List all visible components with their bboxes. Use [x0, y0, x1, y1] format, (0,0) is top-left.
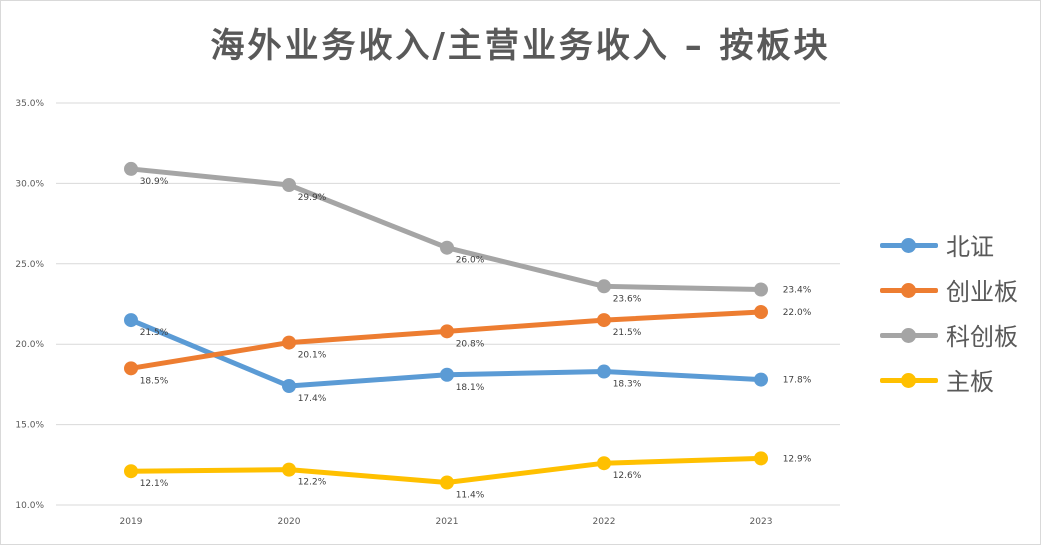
- y-tick-label: 30.0%: [15, 179, 44, 189]
- legend-label: 科创板: [946, 323, 1018, 351]
- x-tick-label: 2022: [593, 517, 616, 527]
- data-point: [754, 372, 768, 387]
- legend-label: 创业板: [946, 278, 1018, 306]
- data-point: [754, 451, 768, 466]
- data-point: [282, 178, 296, 193]
- data-point: [440, 475, 454, 490]
- data-label: 20.1%: [298, 351, 327, 361]
- data-point: [124, 361, 138, 376]
- legend-item: 北证: [880, 222, 1018, 267]
- data-point: [440, 240, 454, 255]
- x-tick-label: 2021: [436, 517, 459, 527]
- legend-dot: [901, 282, 916, 298]
- data-label: 21.5%: [140, 328, 169, 338]
- data-label: 12.9%: [783, 454, 812, 464]
- legend-dot: [901, 237, 916, 253]
- data-point: [754, 282, 768, 297]
- legend-marker: [880, 282, 938, 298]
- data-label: 22.0%: [783, 308, 812, 318]
- series-line: [128, 166, 764, 293]
- legend-label: 北证: [946, 233, 994, 261]
- data-label: 18.3%: [613, 380, 642, 390]
- data-label: 17.8%: [783, 376, 812, 386]
- data-label: 29.9%: [298, 193, 327, 203]
- data-label: 12.1%: [140, 479, 169, 489]
- legend-label: 主板: [946, 368, 994, 396]
- data-point: [282, 335, 296, 350]
- chart-legend: 北证创业板科创板主板: [880, 222, 1018, 402]
- data-point: [597, 313, 611, 328]
- data-label: 20.8%: [456, 339, 485, 349]
- data-label: 26.0%: [456, 256, 485, 266]
- chart-title: 海外业务收入/主营业务收入 – 按板块: [210, 26, 831, 66]
- x-tick-label: 2020: [278, 517, 301, 527]
- legend-dot: [901, 327, 916, 343]
- legend-dot: [901, 372, 916, 388]
- legend-marker: [880, 372, 938, 388]
- data-point: [124, 313, 138, 328]
- data-label: 11.4%: [456, 490, 485, 500]
- data-point: [597, 456, 611, 471]
- y-tick-label: 20.0%: [15, 340, 44, 350]
- y-tick-label: 35.0%: [15, 99, 44, 109]
- legend-item: 创业板: [880, 267, 1018, 312]
- data-point: [440, 324, 454, 339]
- data-label: 23.6%: [613, 294, 642, 304]
- data-point: [597, 279, 611, 294]
- data-label: 12.2%: [298, 478, 327, 488]
- data-label: 18.1%: [456, 383, 485, 393]
- legend-marker: [880, 327, 938, 343]
- data-label: 17.4%: [298, 394, 327, 404]
- data-point: [124, 464, 138, 479]
- data-label: 21.5%: [613, 328, 642, 338]
- data-point: [754, 305, 768, 320]
- x-tick-label: 2023: [750, 517, 773, 527]
- data-point: [124, 161, 138, 176]
- legend-marker: [880, 237, 938, 253]
- data-point: [597, 364, 611, 379]
- data-point: [440, 367, 454, 382]
- y-tick-label: 15.0%: [15, 421, 44, 431]
- x-tick-label: 2019: [120, 517, 143, 527]
- data-point: [282, 462, 296, 477]
- data-point: [282, 379, 296, 394]
- y-tick-label: 10.0%: [15, 501, 44, 511]
- legend-item: 科创板: [880, 312, 1018, 357]
- legend-item: 主板: [880, 357, 1018, 402]
- data-label: 12.6%: [613, 471, 642, 481]
- data-label: 30.9%: [140, 177, 169, 187]
- y-tick-label: 25.0%: [15, 260, 44, 270]
- data-label: 18.5%: [140, 376, 169, 386]
- data-label: 23.4%: [783, 286, 812, 296]
